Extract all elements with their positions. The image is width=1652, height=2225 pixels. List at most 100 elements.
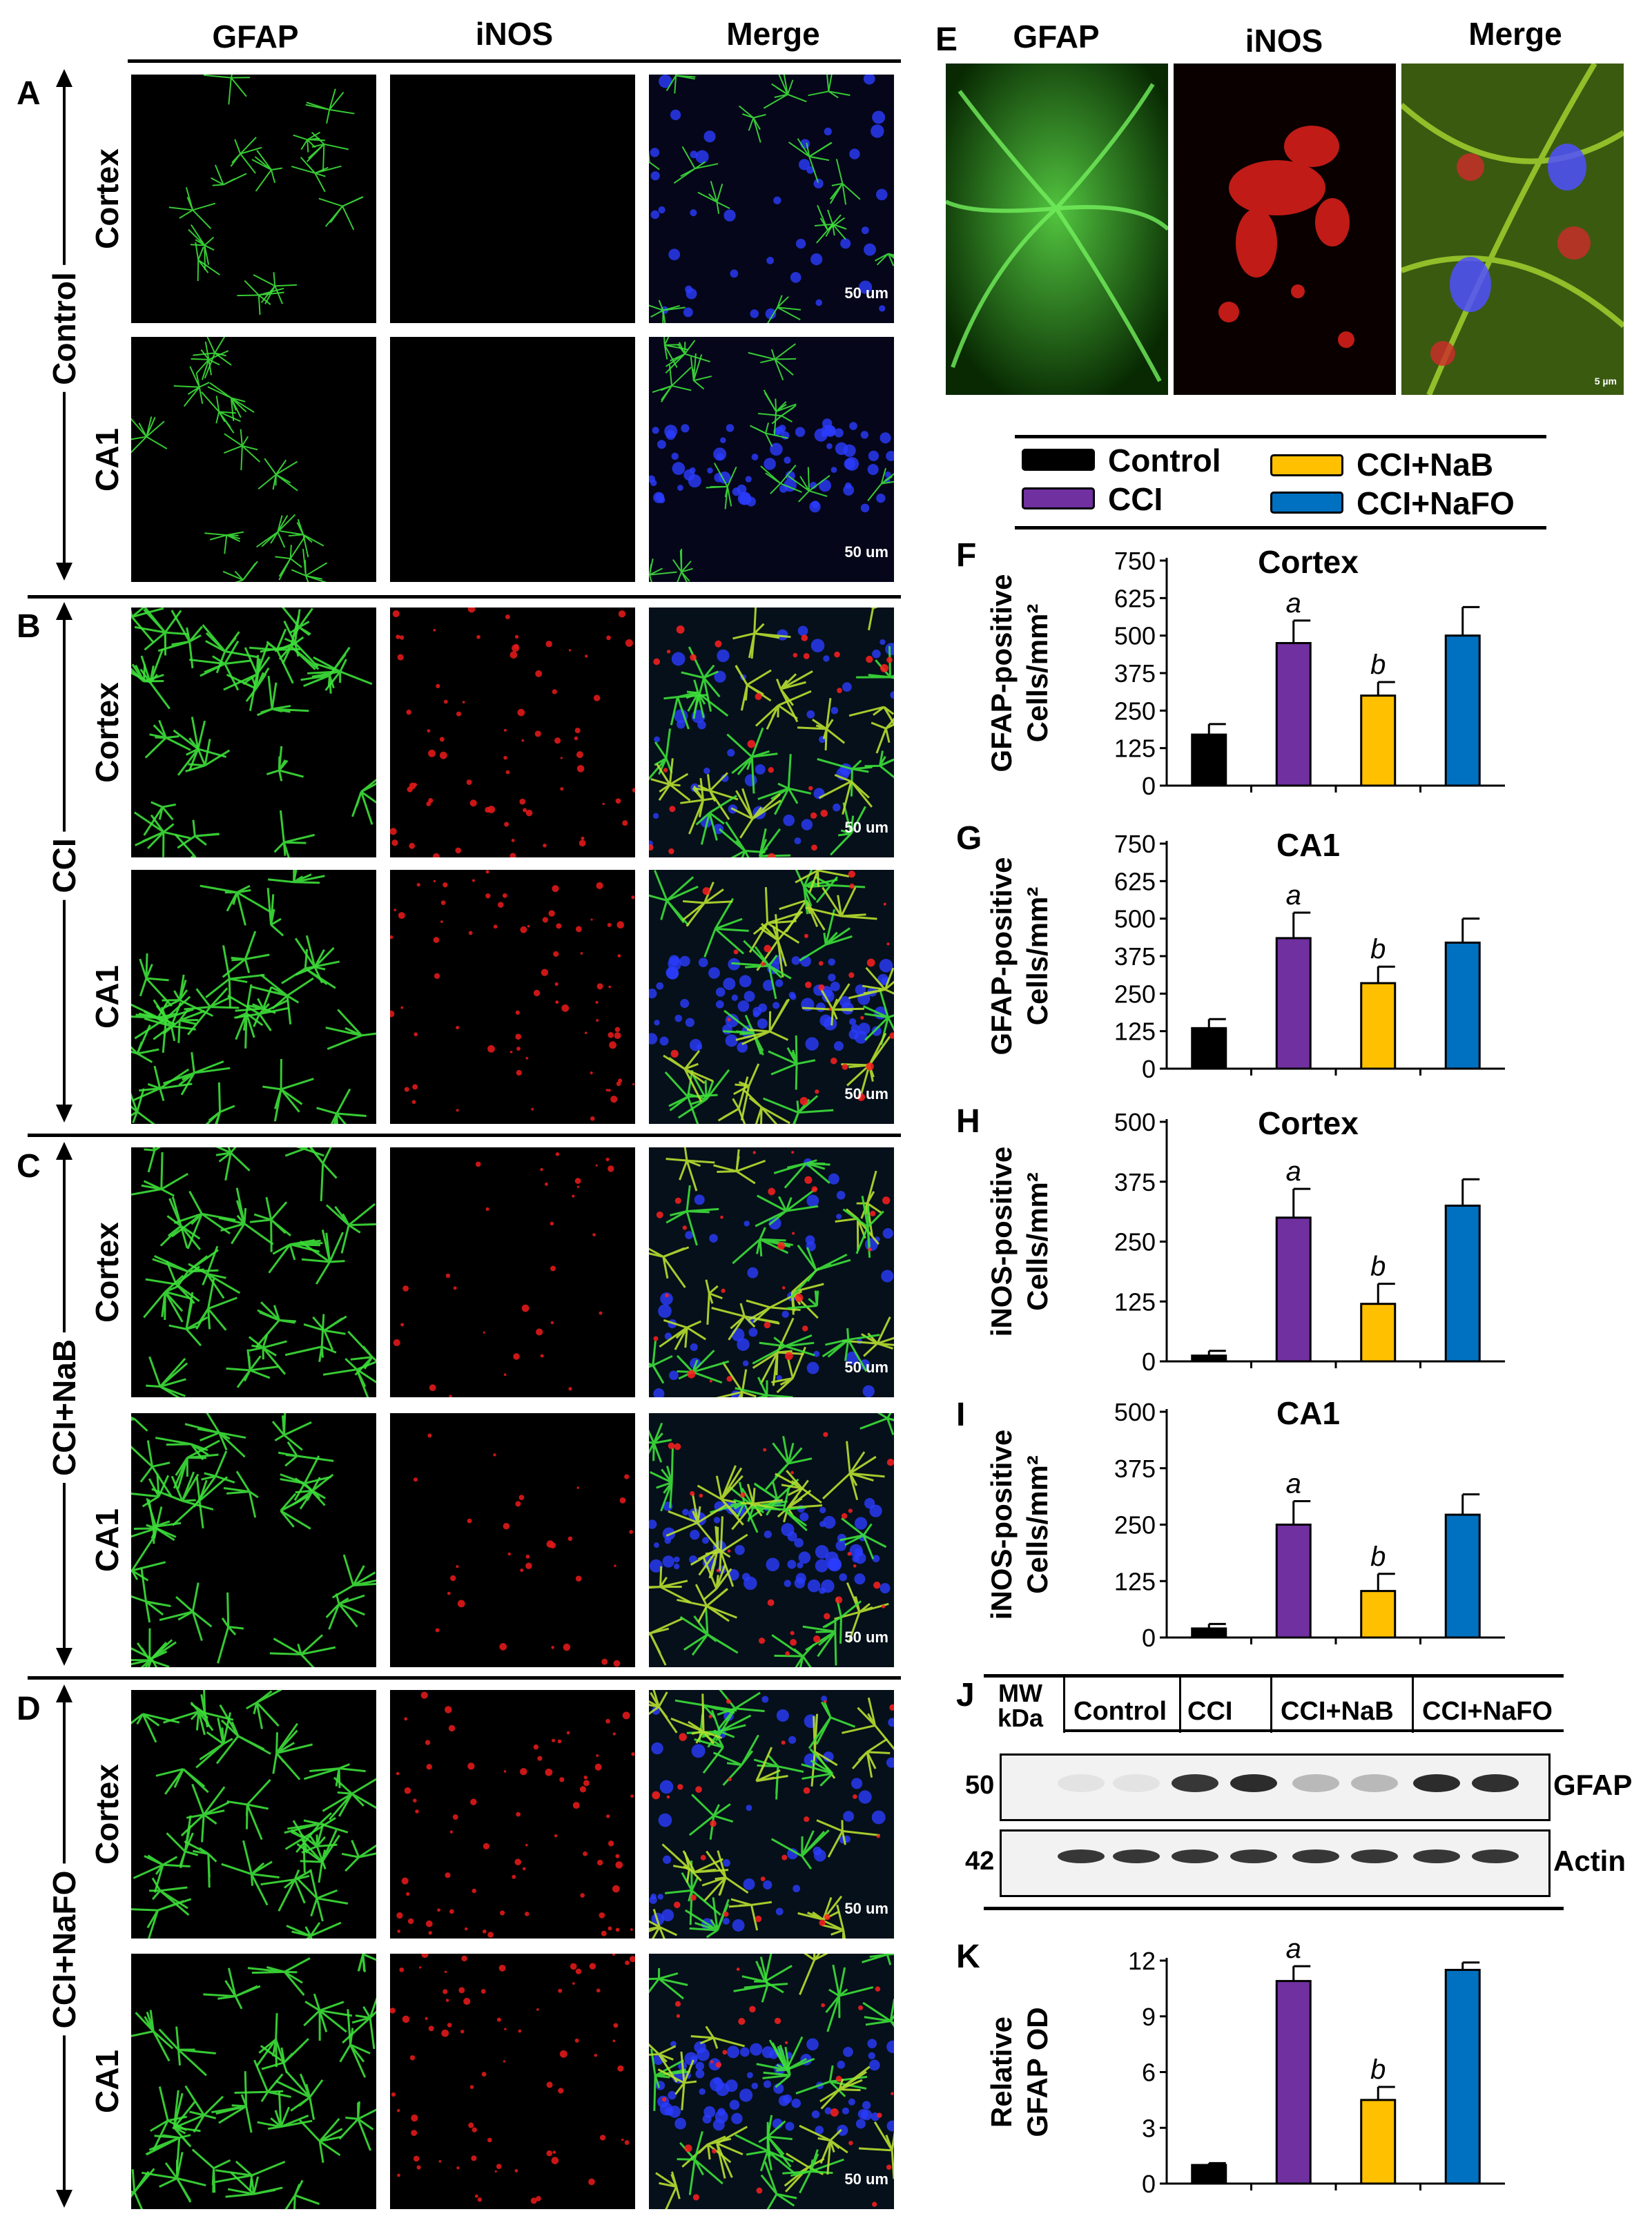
chart-title: Cortex — [1258, 1105, 1359, 1141]
panel-letter-e: E — [935, 21, 958, 58]
micrograph-texture — [390, 337, 635, 582]
blot-lane-label: CCI+NaFO — [1422, 1697, 1553, 1726]
y-tick-label: 250 — [1114, 697, 1156, 725]
y-tick-label: 500 — [1114, 1108, 1156, 1136]
arrowhead-up — [56, 69, 72, 87]
row-label: CA1 — [89, 1508, 125, 1573]
y-tick-label: 9 — [1142, 2003, 1156, 2031]
significance-label: a — [1286, 880, 1301, 911]
y-tick-label: 3 — [1142, 2114, 1156, 2142]
row-label: CA1 — [89, 2049, 125, 2114]
y-axis-label-line2: GFAP OD — [1021, 2007, 1053, 2137]
arrowhead-up — [56, 1684, 72, 1702]
legend-label-ccinafo: CCI+NaFO — [1357, 485, 1515, 521]
arrowhead-down — [56, 1105, 72, 1123]
panel-letter-k: K — [956, 1939, 980, 1975]
blot-band — [1292, 1774, 1339, 1792]
blot-rule-top — [984, 1674, 1564, 1678]
significance-label: b — [1370, 934, 1386, 964]
y-tick-label: 125 — [1114, 1018, 1156, 1046]
micrograph-texture — [649, 870, 894, 1124]
blot-rule-bottom — [984, 1907, 1564, 1910]
blot-lane-label: CCI+NaB — [1281, 1697, 1394, 1726]
arrowhead-up — [56, 602, 72, 620]
arrowhead-down — [56, 2190, 72, 2208]
panel-letter-c: C — [17, 1148, 41, 1185]
bar-ccinafo — [1444, 1204, 1481, 1363]
blot-lane-divider — [1412, 1678, 1414, 1733]
significance-label: b — [1370, 1542, 1386, 1572]
y-axis-label-line1: iNOS-positive — [985, 1430, 1018, 1620]
legend-label-ccinab: CCI+NaB — [1357, 447, 1494, 483]
micrograph-texture — [649, 1147, 894, 1397]
inos-micrograph — [390, 75, 635, 323]
y-axis-label-line1: iNOS-positive — [985, 1147, 1018, 1337]
y-axis-label-line2: Cells/mm² — [1021, 887, 1053, 1026]
y-tick-label: 0 — [1142, 1348, 1156, 1376]
blot-band — [1058, 1774, 1105, 1792]
group-separator — [28, 1134, 901, 1137]
y-tick-label: 6 — [1142, 2059, 1156, 2087]
blot-band — [1230, 1774, 1277, 1792]
blot-band — [1351, 1849, 1398, 1863]
panel-letter-h: H — [956, 1103, 980, 1140]
e-header-gfap: GFAP — [1013, 19, 1100, 55]
bar-ccinab — [1360, 2099, 1397, 2185]
legend-swatch-ccinab — [1270, 454, 1343, 476]
blot-protein-label: Actin — [1553, 1845, 1626, 1877]
inos-micrograph — [390, 337, 635, 582]
row-label: Cortex — [89, 148, 125, 249]
y-tick-label: 750 — [1114, 547, 1156, 575]
blot-mw-line1: MW — [998, 1679, 1042, 1707]
y-axis-label-line2: Cells/mm² — [1021, 604, 1053, 743]
blot-bands — [1058, 1774, 1519, 1792]
e-gfap-texture — [946, 64, 1168, 395]
bar-control — [1191, 1027, 1227, 1070]
bar-ccinab — [1360, 982, 1397, 1070]
group-label: CCI+NaB — [46, 1332, 82, 1483]
legend-swatch-cci — [1022, 487, 1095, 509]
y-tick-label: 625 — [1114, 584, 1156, 612]
e-inos-texture — [1218, 126, 1354, 348]
blot-lane-label: Control — [1073, 1697, 1167, 1726]
gfap-micrograph — [131, 1954, 376, 2209]
y-tick-label: 0 — [1142, 1055, 1156, 1083]
significance-label: a — [1286, 1468, 1301, 1499]
bar-control — [1191, 1354, 1227, 1363]
y-tick-label: 375 — [1114, 1168, 1156, 1196]
y-axis-label-line1: GFAP-positive — [985, 574, 1018, 772]
micrograph-texture — [390, 1954, 635, 2204]
bar-ccinafo — [1444, 1968, 1481, 2185]
panel-letter-j: J — [956, 1677, 975, 1713]
header-rule — [128, 59, 901, 63]
y-tick-label: 375 — [1114, 1455, 1156, 1483]
blot-band — [1472, 1774, 1519, 1792]
micrograph-texture — [390, 608, 635, 857]
micrograph-texture — [649, 608, 894, 857]
gfap-micrograph — [131, 1690, 376, 1939]
blot-band — [1230, 1849, 1277, 1863]
blot-mw-label: MW kDa — [998, 1681, 1043, 1731]
bar-ccinafo — [1444, 634, 1481, 787]
micrograph-texture — [390, 870, 635, 1121]
merge-micrograph: 50 um — [649, 608, 894, 857]
y-tick-label: 0 — [1142, 772, 1156, 800]
blot-lane-underline — [1063, 1729, 1564, 1732]
y-axis-label-line2: Cells/mm² — [1021, 1455, 1053, 1594]
y-tick-label: 125 — [1114, 735, 1156, 763]
scale-bar: 50 um — [844, 284, 888, 302]
bar-ccinafo — [1444, 1513, 1481, 1639]
scale-bar: 50 um — [844, 1085, 888, 1102]
group-label-wrap: CCI — [46, 831, 83, 900]
y-tick-label: 750 — [1114, 830, 1156, 858]
arrowhead-down — [56, 563, 72, 581]
row-label: CA1 — [89, 427, 125, 492]
micrograph-texture — [413, 1433, 634, 1667]
bar-ccinab — [1360, 1303, 1397, 1363]
micrograph-texture — [131, 1147, 376, 1397]
inos-micrograph — [390, 1413, 635, 1667]
blot-band — [1351, 1774, 1398, 1792]
micrograph-texture — [390, 75, 635, 323]
y-tick-label: 375 — [1114, 659, 1156, 688]
micrograph-texture — [649, 1690, 894, 1939]
